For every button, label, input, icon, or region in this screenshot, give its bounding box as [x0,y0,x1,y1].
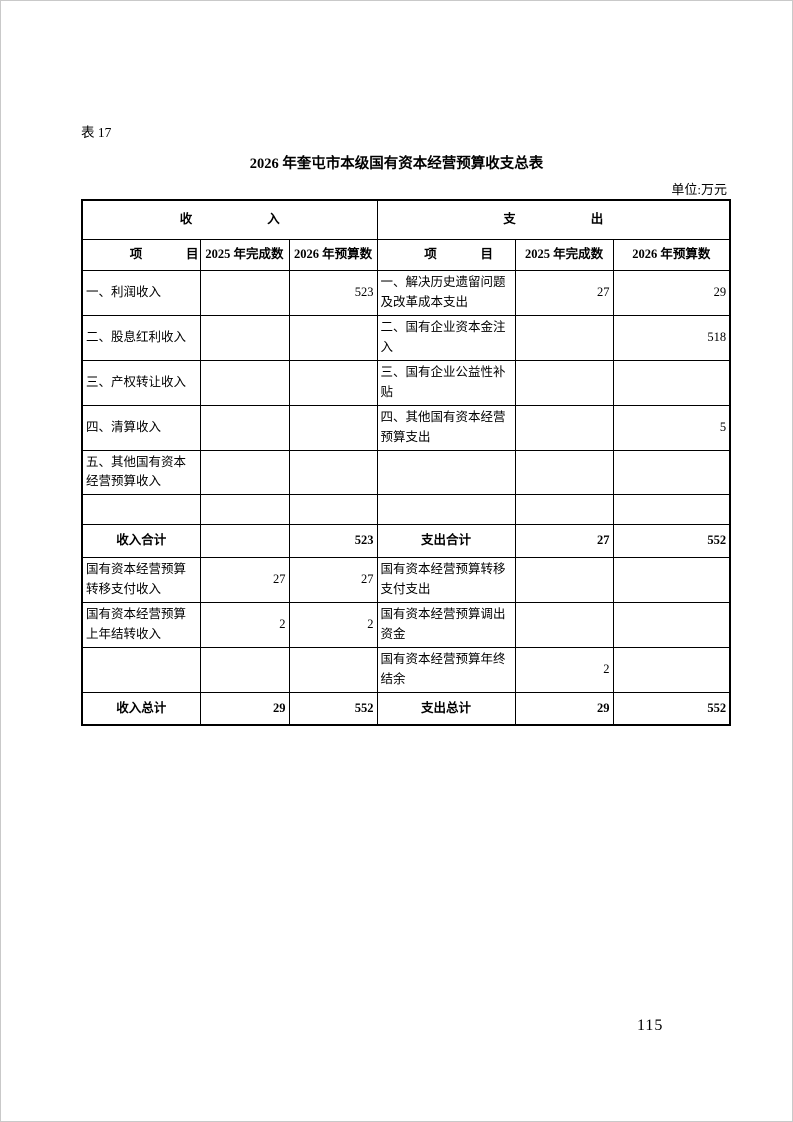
exp-item-column-header: 项目 [376,238,516,271]
exp-2025-cell [514,449,614,495]
exp-item-cell: 四、其他国有资本经营预算支出 [376,404,516,451]
rev-2026-cell: 552 [288,691,378,726]
rev-2026-cell [288,404,378,451]
rev-item-cell: 国有资本经营预算转移支付收入 [81,556,201,603]
exp-2025-cell: 2 [514,646,614,693]
rev-2025-cell [199,449,290,495]
rev-2026-cell [288,359,378,406]
exp-2025-cell: 27 [514,523,614,558]
rev-2025-cell [199,314,290,361]
page-title: 2026 年奎屯市本级国有资本经营预算收支总表 [249,156,544,172]
exp-2026-cell: 29 [612,269,731,316]
exp-2026-cell: 518 [612,314,731,361]
rev-2026-cell [288,646,378,693]
rev-2025-cell: 27 [199,556,290,603]
page-number: 115 [637,1017,664,1034]
rev-2025-cell [199,523,290,558]
table-row: 二、股息红利收入 二、国有企业资本金注入 518 [81,314,731,361]
rev-item-cell: 二、股息红利收入 [81,314,201,361]
exp-item-cell: 国有资本经营预算年终结余 [376,646,516,693]
exp-item-cell: 国有资本经营预算转移支付支出 [376,556,516,603]
rev-total-label: 收入总计 [81,691,201,726]
table-row: 四、清算收入 四、其他国有资本经营预算支出 5 [81,404,731,451]
exp-2026-cell [612,493,731,525]
exp-item-cell: 二、国有企业资本金注入 [376,314,516,361]
rev-2025-cell: 2 [199,601,290,648]
rev-item-cell: 一、利润收入 [81,269,201,316]
revenue-section-label: 收入 [179,212,355,227]
rev-item-cell: 三、产权转让收入 [81,359,201,406]
rev-2025-cell [199,493,290,525]
rev-2025-cell [199,404,290,451]
exp-2025-cell [514,556,614,603]
exp-subtotal-label: 支出合计 [376,523,516,558]
rev-2025-cell: 29 [199,691,290,726]
rev-2025-cell [199,359,290,406]
rev-subtotal-label: 收入合计 [81,523,201,558]
rev-2026-cell [288,493,378,525]
exp-2025-cell [514,314,614,361]
revenue-section-header: 收入 [81,199,378,240]
exp-2026-cell [612,646,731,693]
expenditure-section-label: 支出 [503,212,679,227]
exp-2026-cell: 552 [612,523,731,558]
rev-2025-cell [199,646,290,693]
rev-item-cell: 国有资本经营预算上年结转收入 [81,601,201,648]
exp-2026-cell [612,601,731,648]
exp-2025-cell [514,404,614,451]
exp-2025-cell [514,359,614,406]
rev-item-column-header: 项目 [81,238,201,271]
exp-item-cell: 三、国有企业公益性补贴 [376,359,516,406]
unit-note: 单位:万元 [671,182,727,197]
exp-item-cell: 一、解决历史遗留问题及改革成本支出 [376,269,516,316]
exp-2026-cell [612,556,731,603]
exp-2025-cell [514,493,614,525]
exp-2026-cell [612,359,731,406]
table-row: 五、其他国有资本经营预算收入 [81,449,731,495]
rev-item-cell: 四、清算收入 [81,404,201,451]
table-row: 国有资本经营预算上年结转收入 2 2 国有资本经营预算调出资金 [81,601,731,648]
rev-2026-cell: 523 [288,523,378,558]
exp-total-label: 支出总计 [376,691,516,726]
exp-2025-cell: 29 [514,691,614,726]
exp-2026-column-header: 2026 年预算数 [612,238,731,271]
exp-item-cell [376,449,516,495]
table-row: 三、产权转让收入 三、国有企业公益性补贴 [81,359,731,406]
section-header-row: 收入 支出 [81,199,731,240]
table-row [81,493,731,525]
table-row: 国有资本经营预算转移支付收入 27 27 国有资本经营预算转移支付支出 [81,556,731,603]
exp-2026-cell [612,449,731,495]
rev-item-cell: 五、其他国有资本经营预算收入 [81,449,201,495]
table-row: 一、利润收入 523 一、解决历史遗留问题及改革成本支出 27 29 [81,269,731,316]
table-row: 国有资本经营预算年终结余 2 [81,646,731,693]
rev-2026-column-header: 2026 年预算数 [288,238,378,271]
exp-item-cell: 国有资本经营预算调出资金 [376,601,516,648]
grand-total-row: 收入总计 29 552 支出总计 29 552 [81,691,731,726]
rev-2026-cell: 2 [288,601,378,648]
exp-2026-cell: 5 [612,404,731,451]
rev-2026-cell [288,314,378,361]
rev-2025-column-header: 2025 年完成数 [199,238,290,271]
exp-2026-cell: 552 [612,691,731,726]
column-header-row: 项目 2025 年完成数 2026 年预算数 项目 2025 年完成数 2026… [81,238,731,271]
budget-table: 收入 支出 项目 2025 年完成数 2026 年预算数 项目 2025 年完成… [81,199,732,726]
rev-item-cell [81,646,201,693]
rev-2026-cell [288,449,378,495]
expenditure-section-header: 支出 [376,199,731,240]
rev-2026-cell: 27 [288,556,378,603]
rev-2026-cell: 523 [288,269,378,316]
exp-2025-cell [514,601,614,648]
subtotal-row: 收入合计 523 支出合计 27 552 [81,523,731,558]
exp-2025-column-header: 2025 年完成数 [514,238,614,271]
table-number-label: 表 17 [81,125,112,140]
rev-item-cell [81,493,201,525]
exp-item-cell [376,493,516,525]
exp-2025-cell: 27 [514,269,614,316]
rev-2025-cell [199,269,290,316]
